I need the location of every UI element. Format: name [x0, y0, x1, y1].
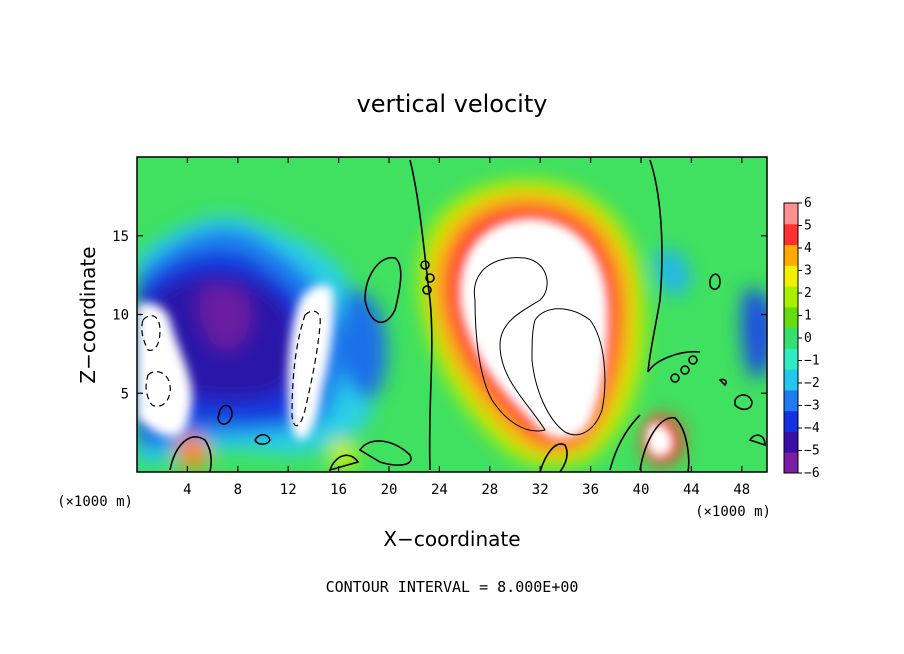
- colorbar-swatch: [784, 389, 798, 412]
- x-tick-label: 16: [330, 482, 347, 498]
- colorbar-label: −2: [804, 376, 820, 391]
- contour-interval-note: CONTOUR INTERVAL = 8.000E+00: [326, 578, 579, 596]
- x-tick-label: 44: [683, 482, 700, 498]
- colorbar-label: −6: [804, 466, 820, 481]
- colorbar-swatch: [784, 244, 798, 266]
- x-tick-label: 20: [381, 482, 398, 498]
- x-axis-ticks: 4 8 12 16 20 24 28 32 36 40 44 48: [183, 157, 750, 498]
- x-tick-label: 12: [280, 482, 297, 498]
- colorbar-swatch: [784, 452, 798, 474]
- colorbar-label: −3: [804, 399, 820, 414]
- colorbar-swatch: [784, 410, 798, 432]
- colorbar-swatch: [784, 286, 798, 308]
- x-tick-label: 24: [431, 482, 448, 498]
- x-tick-label: 32: [532, 482, 549, 498]
- y-axis-label: Z−coordinate: [76, 246, 100, 383]
- y-tick-label: 15: [112, 229, 129, 245]
- colorbar-label: −1: [804, 354, 820, 369]
- colorbar-swatch: [784, 327, 798, 349]
- colorbar-swatch: [784, 431, 798, 453]
- colorbar-swatch: [784, 203, 798, 225]
- colorbar: 6 5 4 3 2 1 0 −1 −2 −3 −4 −5 −6: [783, 196, 820, 481]
- colorbar-label: 2: [804, 286, 812, 301]
- colorbar-swatch: [784, 369, 798, 391]
- y-axis-ticks: 5 10 15: [112, 229, 767, 402]
- x-tick-label: 8: [234, 482, 242, 498]
- x-tick-label: 28: [481, 482, 498, 498]
- thin-contours: [473, 257, 606, 436]
- velocity-field: [137, 157, 767, 472]
- y-tick-label: 10: [112, 308, 129, 324]
- x-tick-label: 4: [183, 482, 191, 498]
- colorbar-label: 1: [804, 309, 812, 324]
- colorbar-label: −5: [804, 444, 820, 459]
- x-unit-left: (×1000 m): [57, 494, 133, 510]
- colorbar-swatch: [784, 223, 798, 246]
- x-axis-label: X−coordinate: [383, 527, 520, 551]
- colorbar-swatch: [784, 306, 798, 329]
- chart-title: vertical velocity: [357, 90, 548, 118]
- colorbar-swatch: [784, 265, 798, 287]
- colorbar-label: 3: [804, 264, 812, 279]
- x-unit-right: (×1000 m): [695, 504, 771, 520]
- colorbar-label: 5: [804, 219, 812, 234]
- x-tick-label: 48: [733, 482, 750, 498]
- x-tick-label: 36: [582, 482, 599, 498]
- colorbar-swatch: [784, 348, 798, 370]
- y-tick-label: 5: [121, 386, 129, 402]
- colorbar-label: 6: [804, 196, 812, 211]
- colorbar-label: −4: [804, 421, 820, 436]
- dashed-contours: [141, 310, 321, 427]
- colorbar-label: 0: [804, 331, 812, 346]
- colorbar-label: 4: [804, 241, 812, 256]
- x-tick-label: 40: [633, 482, 650, 498]
- contour-lines: [169, 159, 766, 472]
